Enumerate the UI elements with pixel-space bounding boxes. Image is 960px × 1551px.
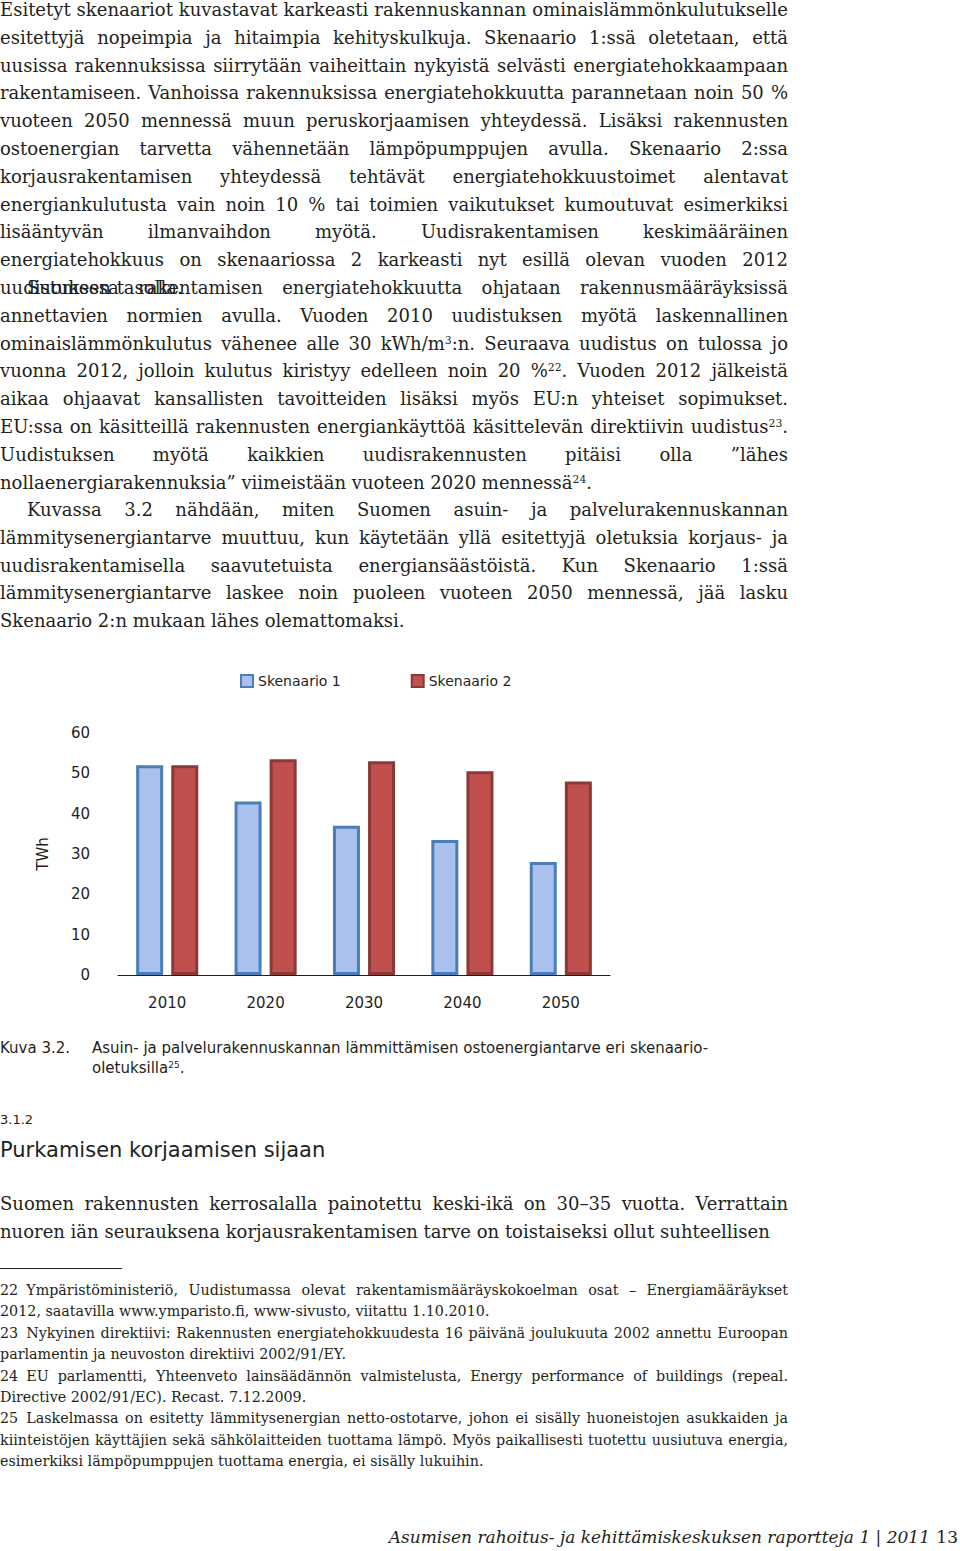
svg-text:40: 40	[71, 805, 90, 823]
svg-text:50: 50	[71, 764, 90, 782]
svg-text:Skenaario 1: Skenaario 1	[258, 673, 341, 689]
html-text:3.1.2: 3.1.2	[0, 1112, 34, 1127]
svg-text:2050: 2050	[542, 994, 580, 1012]
html-text:Nykyinen direktiivi: Rakennust: Nykyinen direktiivi: Rakennusten energia…	[0, 1324, 788, 1363]
html-text:Kuvassa 3.2 nähdään, miten Suo: Kuvassa 3.2 nähdään, miten Suomen asuin-…	[0, 499, 788, 632]
html-text:Esitetyt skenaariot kuvastavat: Esitetyt skenaariot kuvastavat karkeasti…	[0, 0, 788, 298]
svg-text:30: 30	[71, 845, 90, 863]
svg-text:2010: 2010	[148, 994, 186, 1012]
html-text:25: 25	[0, 1410, 19, 1427]
html-text:Suomessa rakentamisen energiat: Suomessa rakentamisen energiatehokkuutta…	[0, 277, 788, 493]
svg-text:2040: 2040	[443, 994, 481, 1012]
html-text:EU parlamentti, Yhteenveto lai: EU parlamentti, Yhteenveto lainsäädännön…	[0, 1367, 788, 1405]
svg-text:2020: 2020	[247, 994, 285, 1012]
html-text:Suomen rakennusten kerrosalall: Suomen rakennusten kerrosalalla painotet…	[0, 1193, 788, 1242]
html-text:22: 22	[0, 1282, 19, 1298]
svg-text:2030: 2030	[345, 994, 383, 1012]
html-text:Ympäristöministeriö, Uudistuma: Ympäristöministeriö, Uudistumassa olevat…	[0, 1282, 788, 1320]
svg-text:20: 20	[71, 885, 90, 903]
svg-text:Skenaario 2: Skenaario 2	[429, 673, 512, 689]
svg-text:TWh: TWh	[34, 837, 52, 872]
html-text:Asumisen rahoitus- ja kehittäm: Asumisen rahoitus- ja kehittämiskeskukse…	[388, 1527, 958, 1547]
html-text:Purkamisen korjaamisen sijaan: Purkamisen korjaamisen sijaan	[0, 1138, 326, 1162]
svg-text:60: 60	[71, 724, 90, 742]
html-text:Laskelmassa on esitetty lämmit: Laskelmassa on esitetty lämmitysenergian…	[0, 1410, 788, 1470]
html-text:Asuin- ja palvelurakennuskanna: Asuin- ja palvelurakennuskannan lämmittä…	[92, 1039, 709, 1077]
html-text:Kuva 3.2.: Kuva 3.2.	[0, 1039, 71, 1057]
html-text:24: 24	[0, 1367, 19, 1384]
svg-text:10: 10	[71, 926, 90, 944]
svg-text:0: 0	[80, 966, 90, 984]
html-text:23: 23	[0, 1324, 19, 1341]
